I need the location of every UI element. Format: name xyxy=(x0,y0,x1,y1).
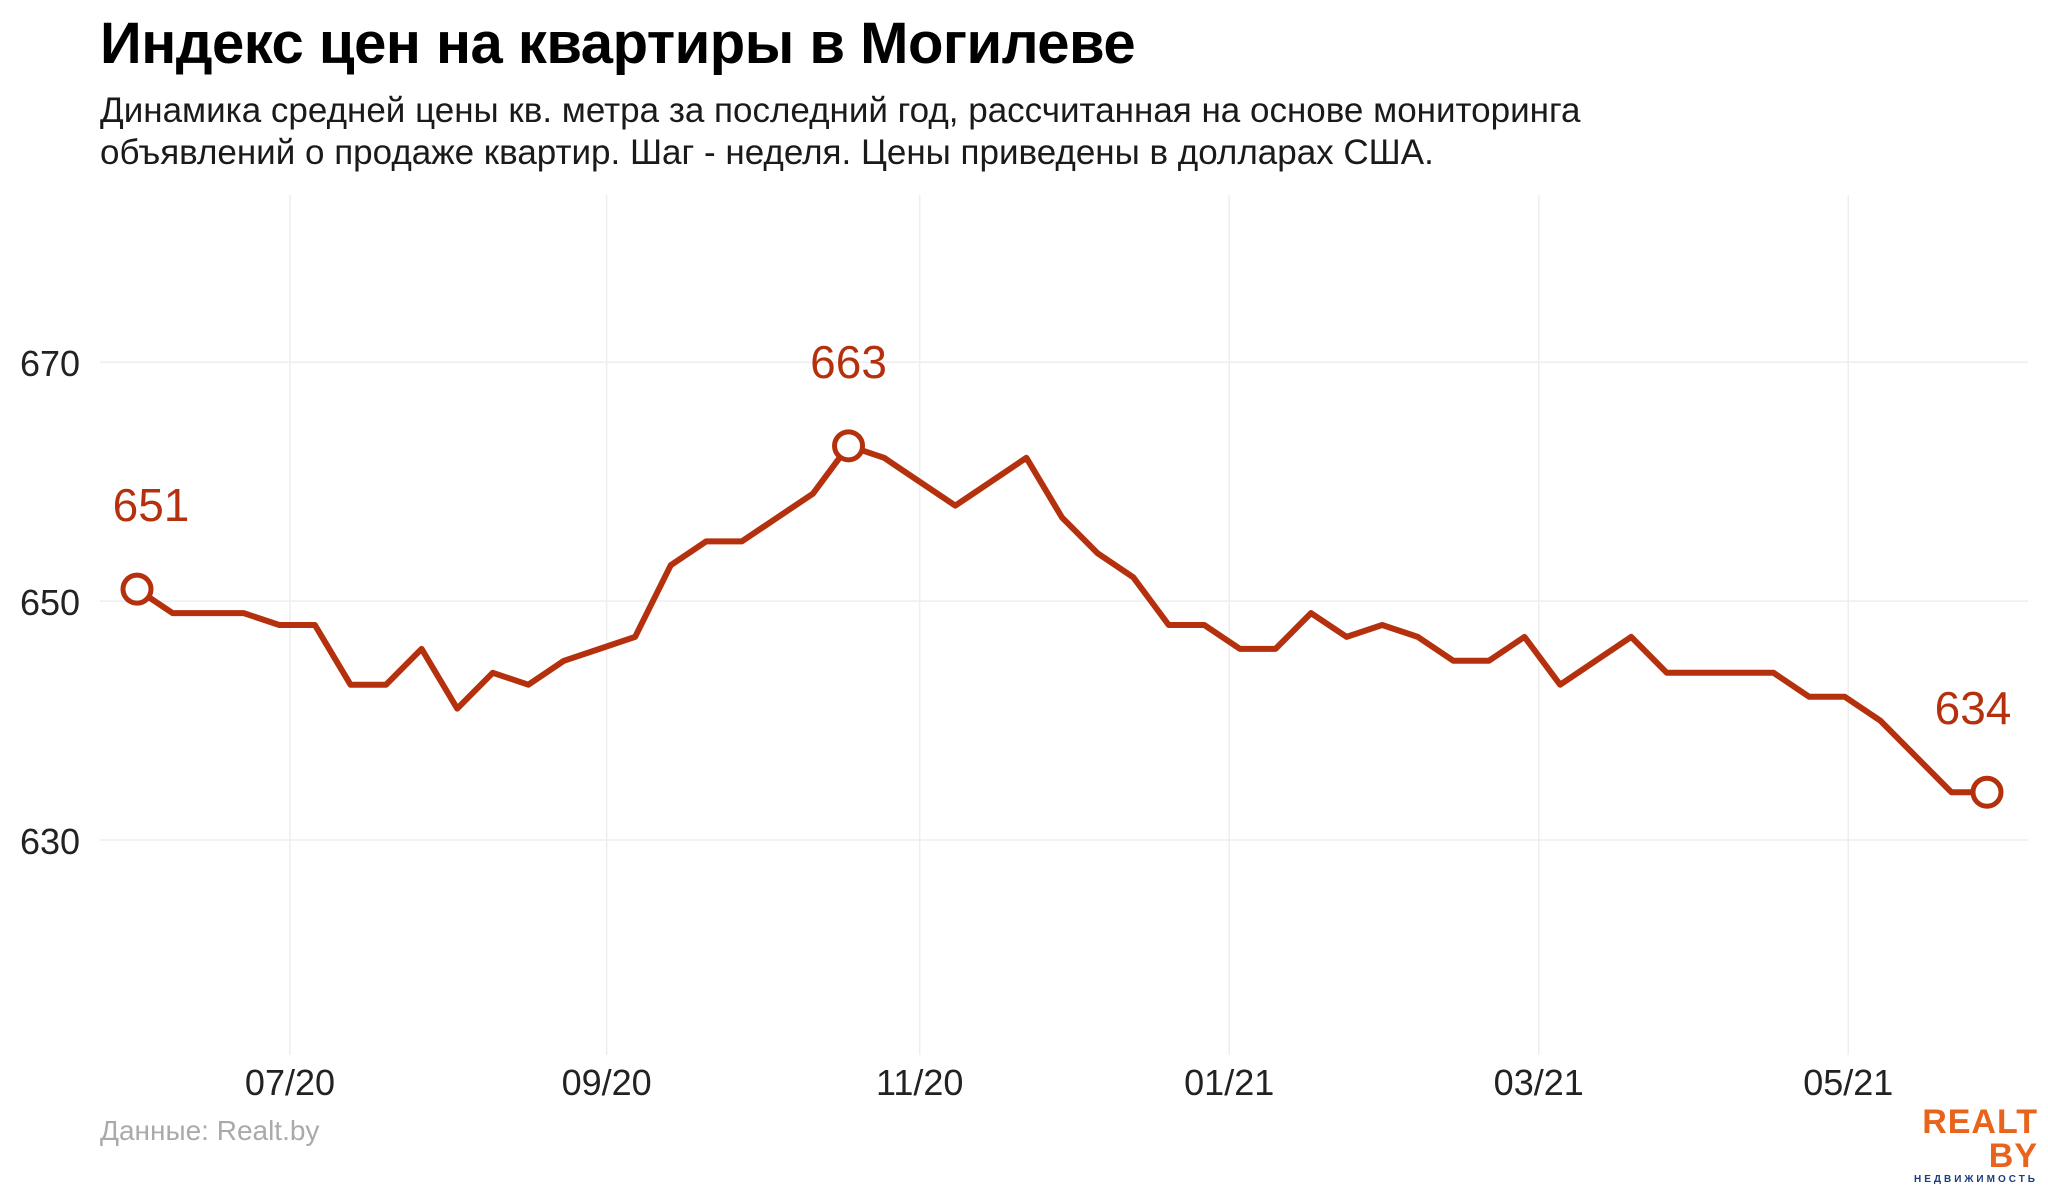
x-tick-label: 03/21 xyxy=(1494,1062,1584,1103)
y-tick-label: 650 xyxy=(20,582,80,623)
x-tick-label: 01/21 xyxy=(1184,1062,1274,1103)
x-axis-labels: 07/20 09/20 11/20 01/21 03/21 05/21 xyxy=(245,1062,1893,1103)
x-tick-label: 07/20 xyxy=(245,1062,335,1103)
chart-subtitle: Динамика средней цены кв. метра за после… xyxy=(100,90,1860,174)
chart-title: Индекс цен на квартиры в Могилеве xyxy=(100,11,1136,76)
series-line-group xyxy=(134,442,1990,796)
y-tick-label: 670 xyxy=(20,343,80,384)
annotation-markers xyxy=(120,429,2004,809)
y-axis-labels: 630 650 670 xyxy=(20,343,80,862)
x-tick-label: 11/20 xyxy=(876,1062,963,1103)
logo-tagline: НЕДВИЖИМОСТЬ xyxy=(1913,1174,2038,1185)
x-tick-label: 05/21 xyxy=(1803,1062,1893,1103)
annotation-marker xyxy=(832,429,866,463)
subtitle-line-2: объявлений о продаже квартир. Шаг - неде… xyxy=(100,133,1434,172)
y-tick-label: 630 xyxy=(20,821,80,862)
gridlines xyxy=(100,195,2028,1055)
annotation-marker xyxy=(120,572,154,606)
annotation-labels: 651 663 634 xyxy=(113,336,2012,734)
series-line xyxy=(134,442,1990,796)
subtitle-line-1: Динамика средней цены кв. метра за после… xyxy=(100,91,1581,130)
annotation-marker xyxy=(1970,775,2004,809)
data-source-label: Данные: Realt.by xyxy=(100,1115,320,1146)
annotation-label: 663 xyxy=(810,336,887,388)
realt-by-logo: REALT BY НЕДВИЖИМОСТЬ xyxy=(1890,1105,2038,1185)
logo-wordmark: REALT BY xyxy=(1922,1103,2038,1175)
annotation-label: 634 xyxy=(1935,682,2012,734)
annotation-label: 651 xyxy=(113,479,190,531)
x-tick-label: 09/20 xyxy=(562,1062,652,1103)
